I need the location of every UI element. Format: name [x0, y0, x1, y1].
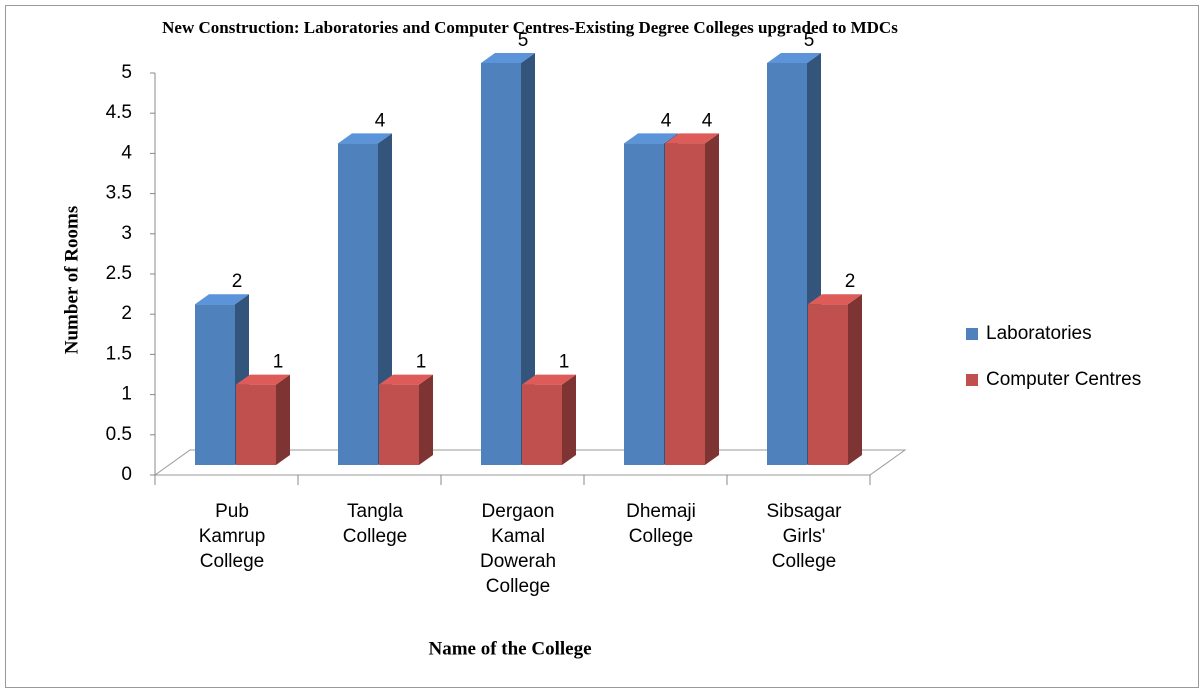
bar-face [808, 294, 862, 305]
y-tick-label: 3 [121, 223, 132, 244]
y-tick-label: 1.5 [106, 343, 132, 364]
y-tick-label: 1 [121, 384, 132, 405]
x-tick-label: Dergaon Kamal Dowerah College [480, 501, 556, 597]
bar-face [481, 63, 521, 465]
bar-face [624, 133, 678, 144]
bar [808, 294, 862, 465]
y-tick-label: 2 [121, 303, 132, 324]
x-tick-label: Sibsagar Girls' College [767, 501, 843, 572]
y-tick-label: 2.5 [106, 263, 132, 284]
value-label: 2 [845, 271, 856, 292]
bar [522, 374, 576, 465]
bar [665, 133, 719, 465]
bar-face [419, 374, 433, 465]
y-tick-label: 0 [121, 464, 132, 485]
bar-face [236, 384, 276, 465]
x-tick-label: Pub Kamrup College [199, 501, 266, 572]
y-tick-label: 5 [121, 62, 132, 83]
y-tick-label: 4 [121, 142, 132, 163]
value-label: 2 [232, 271, 243, 292]
bar-face [624, 143, 664, 465]
bar [481, 53, 535, 465]
bar-face [848, 294, 862, 465]
bar-face [767, 63, 807, 465]
bar [236, 374, 290, 465]
floor [153, 449, 907, 476]
bar-face [379, 374, 433, 385]
bar-face [481, 53, 535, 63]
bar-face [767, 53, 821, 63]
bar-face [522, 384, 562, 465]
bar-face [521, 53, 535, 465]
value-label: 5 [804, 30, 815, 51]
value-label: 4 [375, 110, 386, 131]
y-tick-label: 0.5 [106, 424, 132, 445]
y-tick-label: 4.5 [106, 102, 132, 123]
value-label: 1 [416, 352, 427, 373]
bar-face [522, 374, 576, 385]
bar-face [338, 143, 378, 465]
legend-label: Computer Centres [986, 369, 1141, 390]
legend-swatch [966, 328, 978, 340]
bar-face [562, 374, 576, 465]
x-tick-label: Dhemaji College [626, 501, 696, 547]
bar-face [195, 304, 235, 465]
bar-face [665, 133, 719, 144]
x-tick-label: Tangla College [343, 501, 407, 547]
value-label: 5 [518, 30, 529, 51]
legend-swatch [966, 374, 978, 386]
value-label: 4 [661, 110, 672, 131]
y-tick-label: 3.5 [106, 183, 132, 204]
bar-face [705, 133, 719, 465]
value-label: 1 [273, 352, 284, 373]
value-label: 1 [559, 352, 570, 373]
bar [379, 374, 433, 465]
bar-face [379, 384, 419, 465]
bar-face [236, 374, 290, 385]
y-axis-label: Number of Rooms [61, 206, 82, 354]
frame [5, 5, 1199, 688]
legend-label: Laboratories [986, 323, 1092, 344]
bar-face [338, 133, 392, 144]
bar-face [195, 294, 249, 305]
bar-face [808, 304, 848, 465]
chart-title: New Construction: Laboratories and Compu… [162, 18, 898, 37]
bar-face [665, 143, 705, 465]
bar-face [276, 374, 290, 465]
x-axis-label: Name of the College [428, 638, 591, 659]
value-label: 4 [702, 110, 713, 131]
